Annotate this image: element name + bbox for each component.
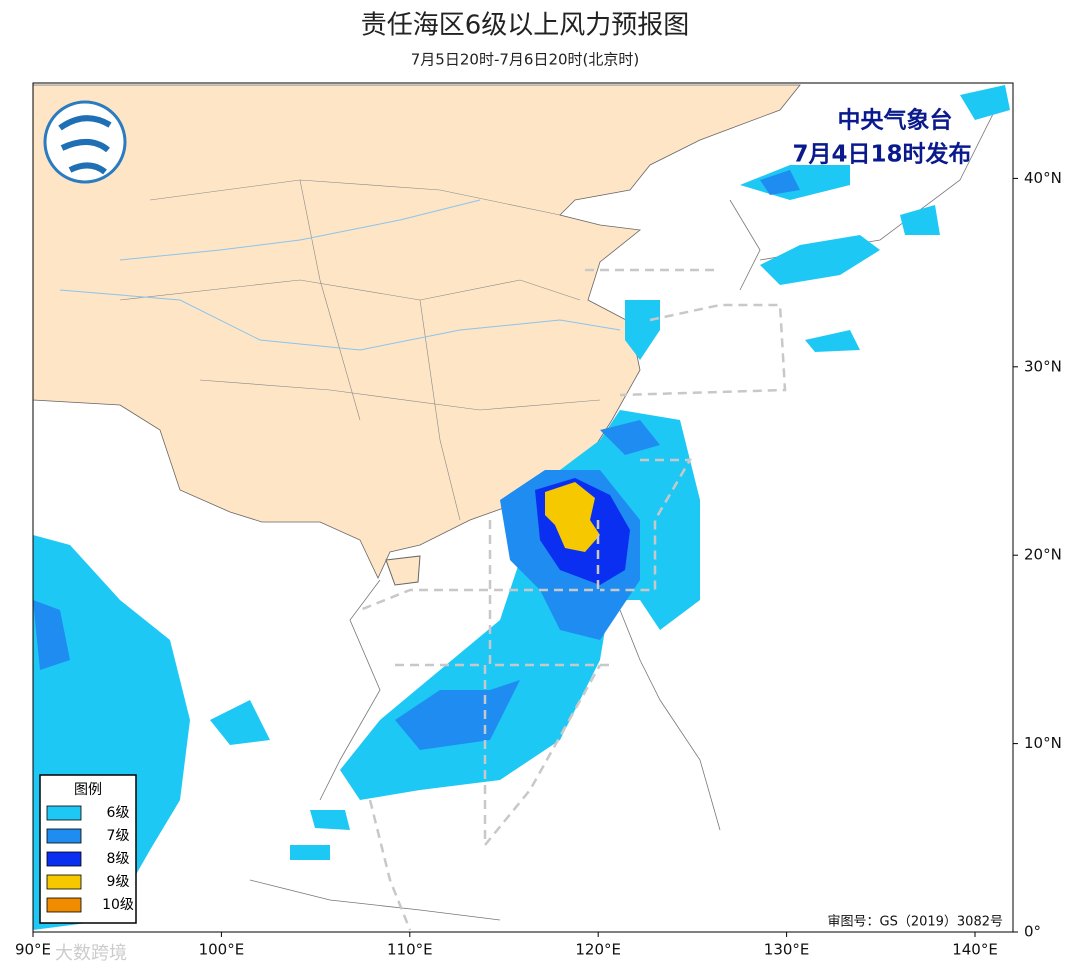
legend-swatch	[46, 874, 82, 890]
river	[59, 199, 621, 351]
wind-9	[545, 482, 600, 552]
legend-swatch	[46, 828, 82, 844]
logo	[43, 100, 127, 184]
title: 责任海区6级以上风力预报图	[361, 11, 690, 41]
legend-swatch	[46, 851, 82, 867]
lat-tick-label: 0°	[1024, 923, 1041, 941]
lon-tick-label: 100°E	[199, 941, 245, 959]
legend-title: 图例	[74, 782, 102, 798]
legend-label: 8级	[107, 851, 130, 867]
subtitle: 7月5日20时-7月6日20时(北京时)	[411, 51, 639, 69]
province-borders	[119, 179, 601, 521]
lat-tick-label: 20°N	[1024, 546, 1062, 564]
map-area	[32, 82, 1014, 933]
sea-zone-lines	[359, 268, 787, 931]
approval-number: 审图号：GS（2019）3082号	[828, 915, 1004, 930]
issuer-time: 7月4日18时发布	[792, 141, 971, 168]
watermark: 大数跨境	[55, 943, 127, 964]
legend-label: 10级	[102, 897, 134, 913]
lat-tick-label: 30°N	[1024, 357, 1062, 375]
lon-tick-label: 130°E	[764, 941, 810, 959]
lon-tick-label: 140°E	[952, 941, 998, 959]
lon-tick-label: 120°E	[575, 941, 621, 959]
lat-tick-label: 10°N	[1024, 734, 1062, 752]
legend: 图例 6级 7级 8级 9级 10级	[39, 774, 137, 924]
issuer-name: 中央气象台	[838, 107, 953, 134]
lat-tick-label: 40°N	[1024, 169, 1062, 187]
hainan	[385, 555, 421, 586]
lon-tick-label: 90°E	[15, 941, 51, 959]
coastlines	[249, 99, 1001, 921]
frame	[32, 82, 1014, 933]
legend-label: 6级	[107, 805, 130, 821]
legend-label: 7级	[107, 828, 130, 844]
legend-swatch	[46, 897, 82, 913]
legend-label: 9级	[107, 874, 130, 890]
legend-swatch	[46, 805, 82, 821]
lon-tick-label: 110°E	[387, 941, 433, 959]
